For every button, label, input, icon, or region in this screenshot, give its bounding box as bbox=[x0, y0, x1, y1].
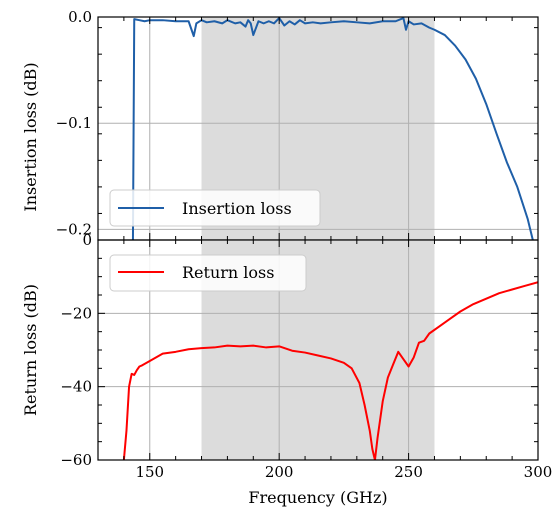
insertion-loss-y-axis-label: Insertion loss (dB) bbox=[21, 62, 40, 211]
return-loss-y-tick-label: −40 bbox=[60, 378, 92, 396]
insertion-loss-y-tick-label: 0.0 bbox=[68, 8, 92, 26]
return-loss-y-tick-label: 0 bbox=[82, 231, 92, 249]
return-loss-y-tick-label: −60 bbox=[60, 451, 92, 469]
x-axis-label: Frequency (GHz) bbox=[248, 488, 387, 507]
legend-box bbox=[109, 189, 321, 227]
return-loss-panel: Return loss (dB) Frequency (GHz) Return … bbox=[21, 231, 552, 507]
x-tick-label: 200 bbox=[265, 463, 294, 481]
insertion-loss-legend: Insertion loss bbox=[109, 189, 321, 227]
insertion-loss-series-line bbox=[131, 17, 534, 240]
x-tick-label: 300 bbox=[524, 463, 553, 481]
return-loss-legend: Return loss bbox=[109, 254, 307, 292]
x-tick-label: 250 bbox=[394, 463, 423, 481]
insertion-loss-legend-label: Insertion loss bbox=[182, 199, 292, 218]
insertion-loss-y-tick-label: −0.2 bbox=[56, 220, 92, 238]
x-tick-label: 150 bbox=[135, 463, 164, 481]
legend-box bbox=[109, 254, 307, 292]
return-loss-y-axis-label: Return loss (dB) bbox=[21, 284, 40, 416]
insertion-loss-panel: Insertion loss (dB) Insertion loss 0.0 −0… bbox=[21, 8, 539, 241]
return-loss-legend-label: Return loss bbox=[182, 263, 274, 282]
return-loss-series-line bbox=[122, 281, 538, 460]
return-loss-y-tick-label: −20 bbox=[60, 304, 92, 322]
insertion-loss-y-tick-label: −0.1 bbox=[56, 114, 92, 132]
